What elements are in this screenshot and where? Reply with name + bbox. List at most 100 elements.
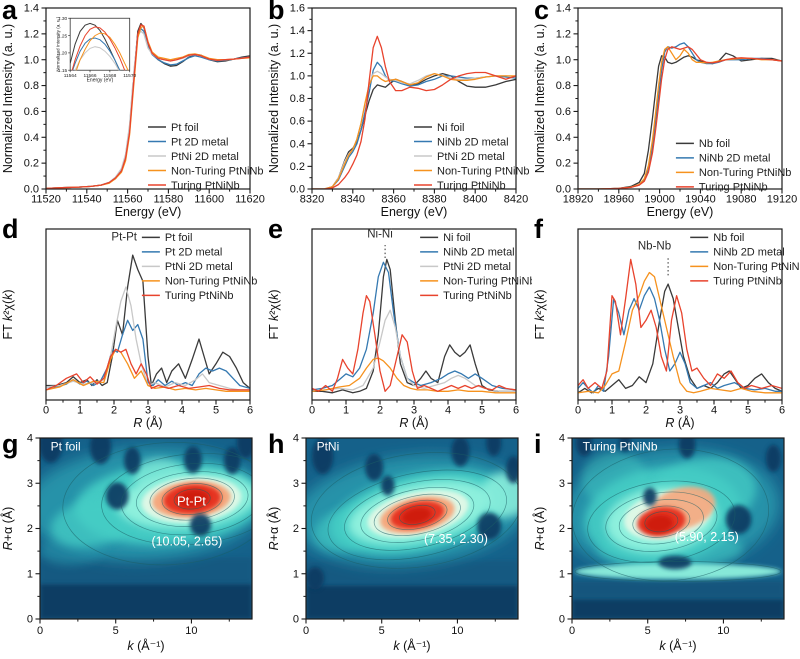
x-tick-label: 19040: [685, 194, 716, 206]
legend-label: NiNb 2D metal: [699, 153, 771, 165]
x-tick-label: 8420: [504, 194, 528, 206]
contour-ring: [310, 452, 518, 569]
contour-ring: [161, 483, 223, 515]
x-axis-label: R (Å): [133, 415, 162, 430]
y-tick-label: 0.0: [290, 184, 305, 196]
x-tick-label: 10: [451, 625, 463, 637]
peak-coordinates: (7.35, 2.30): [424, 532, 488, 546]
intensity-blob: [401, 507, 432, 525]
x-tick-label: 5: [479, 405, 485, 417]
legend-label: PtNi 2D metal: [443, 261, 511, 273]
heatmap-field: Pt foil Pt-Pt (10.05, 2.65): [40, 438, 252, 619]
heatmap-field: PtNi (7.35, 2.30): [306, 438, 518, 619]
legend-label: Turing PtNiNb: [699, 182, 768, 194]
inset-y-tick-label: 1.25: [58, 33, 68, 39]
y-tick-label: 1.4: [556, 3, 571, 15]
x-tick-label: 6: [513, 405, 519, 417]
panel-g-chart: Pt foil Pt-Pt (10.05, 2.65) 0 5 10 0 1 2 3 4 k (Å⁻¹…: [0, 433, 253, 653]
y-tick-label: 0.6: [24, 106, 39, 118]
x-tick-label: 5: [213, 405, 219, 417]
contour-ring: [360, 487, 475, 543]
x-tick-label: 3: [145, 405, 151, 417]
x-tick-label: 0: [37, 625, 43, 637]
series-turing-ptninb: [578, 258, 782, 390]
minimum-spot: [658, 555, 692, 570]
legend-label: Pt foil: [171, 122, 199, 134]
x-tick-label: 4: [711, 405, 717, 417]
contour-ring: [387, 499, 448, 530]
contour-ring: [173, 488, 211, 510]
inset-x-tick-label: 11564: [64, 73, 77, 79]
contour-ring: [632, 505, 691, 538]
x-tick-label: 5: [645, 625, 651, 637]
panel-d: d 0 1 2 3 4 5 6 R (Å) FT k²χ(k) Pt-Pt Pt foil Pt 2D…: [0, 214, 266, 432]
contour-ring: [373, 493, 461, 536]
contour-ring: [327, 469, 507, 561]
y-tick-label: 0.8: [24, 80, 39, 92]
series-turing-ptninb: [312, 35, 516, 189]
minimum-spot: [223, 447, 241, 475]
panel-g-letter: g: [2, 429, 19, 459]
legend-label: Non-Turing PtNiNb: [165, 276, 258, 288]
x-tick-label: 1: [609, 405, 615, 417]
y-tick-label: 1.0: [556, 54, 571, 66]
peak-annotation: Pt-Pt: [111, 232, 137, 244]
y-tick-label: 0.4: [290, 138, 305, 150]
contour-ring: [644, 511, 679, 533]
y-tick-label: 3: [27, 478, 33, 490]
x-tick-label: 19120: [767, 194, 798, 206]
x-tick-label: 5: [113, 625, 119, 637]
x-tick-label: 0: [43, 405, 49, 417]
y-axis-label: FT k²χ(k): [1, 289, 15, 339]
contour-ring: [135, 471, 249, 527]
legend-label: NiNb 2D metal: [713, 247, 785, 259]
x-tick-label: 1: [77, 405, 83, 417]
x-tick-label: 3: [677, 405, 683, 417]
legend-label: PtNi 2D metal: [437, 151, 505, 163]
x-tick-label: 0: [569, 625, 575, 637]
intensity-blob: [50, 500, 129, 548]
x-tick-label: 2: [643, 405, 649, 417]
contour-ring: [618, 499, 704, 545]
inset-x-tick-label: 11570: [123, 73, 136, 79]
contour-ring: [605, 491, 718, 552]
heatmap-title: PtNi: [317, 440, 340, 454]
panel-e-chart: 0 1 2 3 4 5 6 R (Å) FT k²χ(k) Ni-Ni Ni foil NiNb 2D…: [267, 228, 532, 430]
minimum-spot: [486, 438, 502, 457]
series-group: [46, 22, 250, 189]
inset-border: [69, 17, 131, 71]
peak-label: Pt-Pt: [177, 493, 206, 508]
x-tick-label: 0: [303, 625, 309, 637]
inset-series: [71, 26, 126, 71]
x-tick-label: 8320: [300, 194, 324, 206]
legend-label: Pt 2D metal: [171, 136, 228, 148]
contour-ring: [399, 504, 436, 525]
y-tick-label: 1.2: [290, 48, 305, 60]
heatmap-field: Turing PtNiNb (5.90, 2.15): [572, 438, 784, 619]
peak-annotation: Nb-Nb: [638, 240, 671, 252]
panel-d-letter: d: [2, 214, 19, 244]
legend-label: PtNi 2D metal: [165, 261, 233, 273]
minimum-spot: [451, 438, 470, 467]
y-tick-label: 0: [559, 614, 565, 626]
minimum-spot: [477, 512, 502, 540]
y-tick-label: 1.0: [290, 70, 305, 82]
legend-label: Nb foil: [713, 232, 744, 244]
y-tick-label: 1.2: [24, 28, 39, 40]
peak-coordinates: (5.90, 2.15): [675, 530, 739, 544]
intensity-blob: [581, 451, 648, 506]
series-group: [578, 258, 782, 394]
series-non-turing-ptninb: [46, 348, 250, 392]
y-tick-label: 1.2: [556, 28, 571, 40]
y-tick-label: 1: [27, 568, 33, 580]
series-turing-ptninb: [46, 24, 250, 189]
x-axis-label: k (Å⁻¹): [659, 638, 696, 653]
legend-label: Non-Turing PtNiNb: [437, 165, 530, 177]
y-tick-label: 1: [293, 568, 299, 580]
minimum-spot: [575, 438, 593, 457]
x-axis-label: k (Å⁻¹): [393, 638, 430, 653]
x-tick-label: 8340: [341, 194, 365, 206]
inset-y-axis-label: Normalized Intensity (a. u.): [56, 16, 61, 71]
y-tick-label: 2: [559, 523, 565, 535]
